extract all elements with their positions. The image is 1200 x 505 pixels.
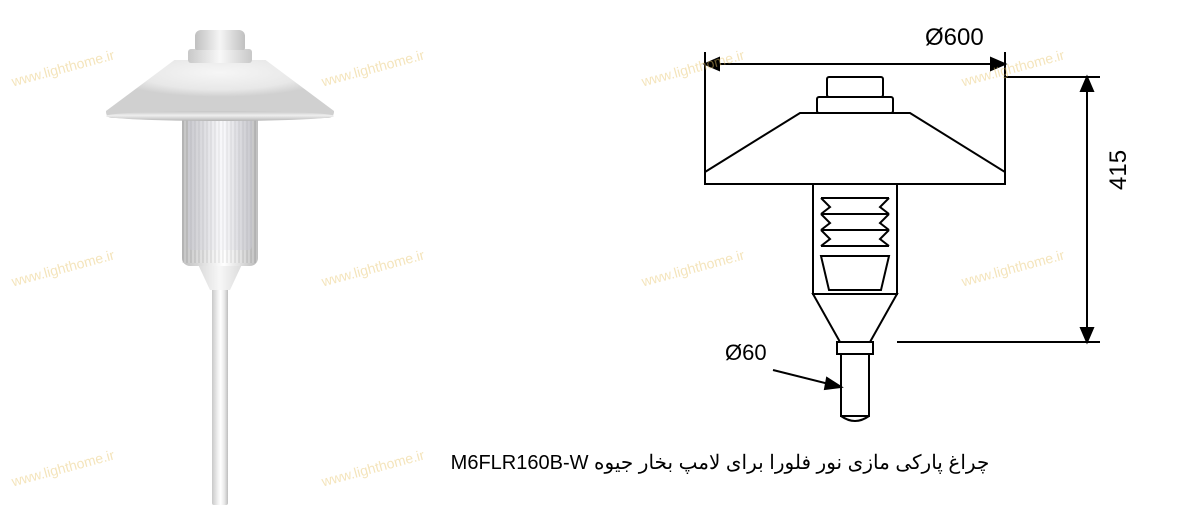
technical-svg — [655, 12, 1175, 482]
tech-top-cap — [827, 77, 883, 97]
tech-cap-ring — [817, 97, 893, 113]
lamp-shade — [106, 60, 334, 118]
technical-drawing: Ø600 415 Ø60 — [655, 12, 1175, 492]
dimension-pole — [773, 370, 841, 389]
tech-diffuser — [821, 256, 889, 290]
tech-shade — [705, 113, 1005, 184]
tech-neck-cone — [813, 294, 897, 342]
lamp-top-cap — [195, 30, 245, 50]
lamp-shade-edge — [106, 111, 334, 121]
product-caption: چراغ پارکی مازی نور فلورا برای لامپ بخار… — [300, 450, 1140, 475]
lamp-cap-ring — [188, 49, 252, 63]
height-label: 415 — [1105, 150, 1133, 190]
product-photo — [100, 5, 340, 500]
dimension-height — [897, 77, 1100, 342]
lamp-diffuser — [188, 110, 252, 250]
tech-collar — [837, 342, 873, 354]
width-label: Ø600 — [925, 24, 984, 52]
tech-pole-stub — [841, 354, 869, 416]
pole-dia-label: Ø60 — [725, 340, 767, 366]
lamp-pole — [212, 285, 228, 505]
